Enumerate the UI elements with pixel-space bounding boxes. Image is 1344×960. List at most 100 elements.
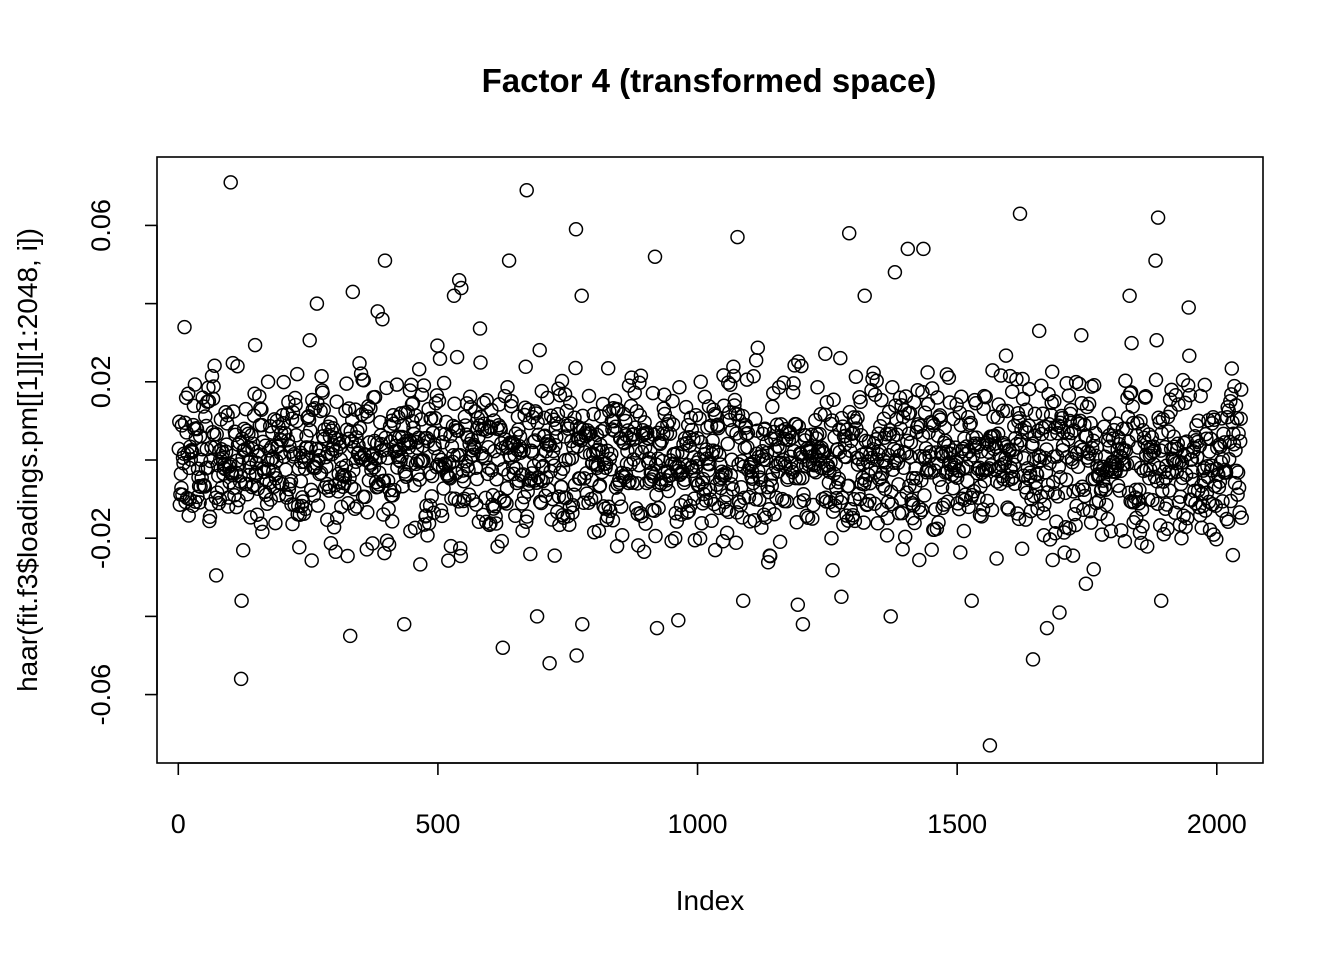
data-point (975, 502, 991, 517)
data-point (829, 490, 844, 506)
data-point (431, 393, 447, 409)
data-point (720, 436, 735, 452)
data-point (1142, 471, 1157, 486)
data-point (434, 508, 450, 524)
data-point (353, 366, 369, 381)
data-point (511, 422, 526, 437)
data-point (349, 430, 364, 445)
data-point (285, 405, 301, 420)
data-point (523, 546, 538, 562)
data-point (665, 393, 680, 409)
data-point (1018, 512, 1033, 527)
data-point (872, 443, 888, 459)
data-point (1086, 378, 1102, 393)
data-point (1068, 374, 1084, 390)
data-point (347, 481, 362, 497)
data-point (889, 412, 904, 427)
data-point (953, 417, 969, 433)
data-point (692, 411, 707, 426)
data-point (954, 389, 969, 405)
data-point (1153, 443, 1168, 458)
data-point (600, 361, 616, 376)
data-point (424, 489, 439, 504)
data-point (1232, 434, 1248, 449)
data-point (727, 392, 743, 408)
data-point (1045, 552, 1060, 568)
data-point (999, 403, 1015, 419)
data-point (960, 473, 975, 489)
data-point (411, 361, 427, 377)
data-point (396, 616, 412, 632)
data-point (557, 387, 573, 402)
data-point (629, 501, 644, 516)
data-point (677, 472, 692, 487)
data-point (888, 453, 904, 468)
data-point (1217, 435, 1232, 450)
data-point (785, 384, 801, 400)
data-point (928, 502, 943, 517)
data-point (537, 410, 552, 426)
data-point (636, 544, 652, 559)
data-point (512, 429, 528, 444)
x-tick-label: 1500 (927, 809, 987, 839)
data-point (329, 394, 344, 410)
data-point (345, 284, 361, 300)
data-point (218, 444, 234, 460)
data-point (370, 304, 385, 319)
data-point (971, 436, 987, 452)
data-point (962, 452, 978, 467)
data-point (702, 456, 717, 472)
data-point (508, 508, 523, 524)
data-point (639, 424, 655, 440)
data-point (790, 597, 806, 612)
data-point (674, 507, 689, 522)
data-point (463, 400, 478, 415)
data-point (995, 403, 1011, 419)
data-point (229, 499, 244, 515)
data-point (309, 296, 325, 311)
data-point (978, 389, 993, 405)
data-point (334, 499, 349, 515)
data-point (1088, 448, 1104, 463)
data-point (187, 377, 203, 392)
data-point (454, 502, 470, 518)
data-point (942, 395, 958, 410)
data-point (206, 379, 221, 394)
data-point (568, 222, 584, 237)
data-point (285, 516, 300, 532)
data-point (840, 513, 856, 528)
data-point (711, 420, 726, 436)
data-point (231, 457, 247, 472)
data-point (1151, 460, 1167, 476)
data-point (739, 372, 755, 387)
data-point (1007, 418, 1022, 434)
data-point (985, 363, 1000, 378)
data-point (302, 333, 317, 348)
data-point (1077, 417, 1092, 433)
data-point (651, 500, 666, 516)
data-point (204, 368, 220, 384)
data-point (1200, 458, 1215, 474)
data-point (769, 490, 784, 506)
data-point (499, 480, 515, 496)
data-point (704, 513, 719, 529)
data-point (693, 374, 708, 389)
y-axis: -0.06 -0.02 0.02 0.06 (86, 199, 158, 725)
data-point (760, 555, 776, 570)
data-point (416, 452, 431, 468)
data-point (342, 628, 358, 644)
data-point (189, 421, 205, 437)
data-point (303, 440, 318, 456)
data-point (1044, 395, 1059, 411)
data-point (209, 426, 224, 442)
data-point (260, 374, 276, 390)
data-point (476, 395, 491, 410)
data-point (629, 404, 645, 419)
data-point (856, 515, 871, 530)
data-point (633, 368, 649, 383)
data-point (1023, 469, 1038, 484)
x-tick-label: 0 (171, 809, 186, 839)
data-point (846, 425, 861, 440)
data-point (1076, 482, 1092, 497)
data-point (597, 421, 612, 437)
